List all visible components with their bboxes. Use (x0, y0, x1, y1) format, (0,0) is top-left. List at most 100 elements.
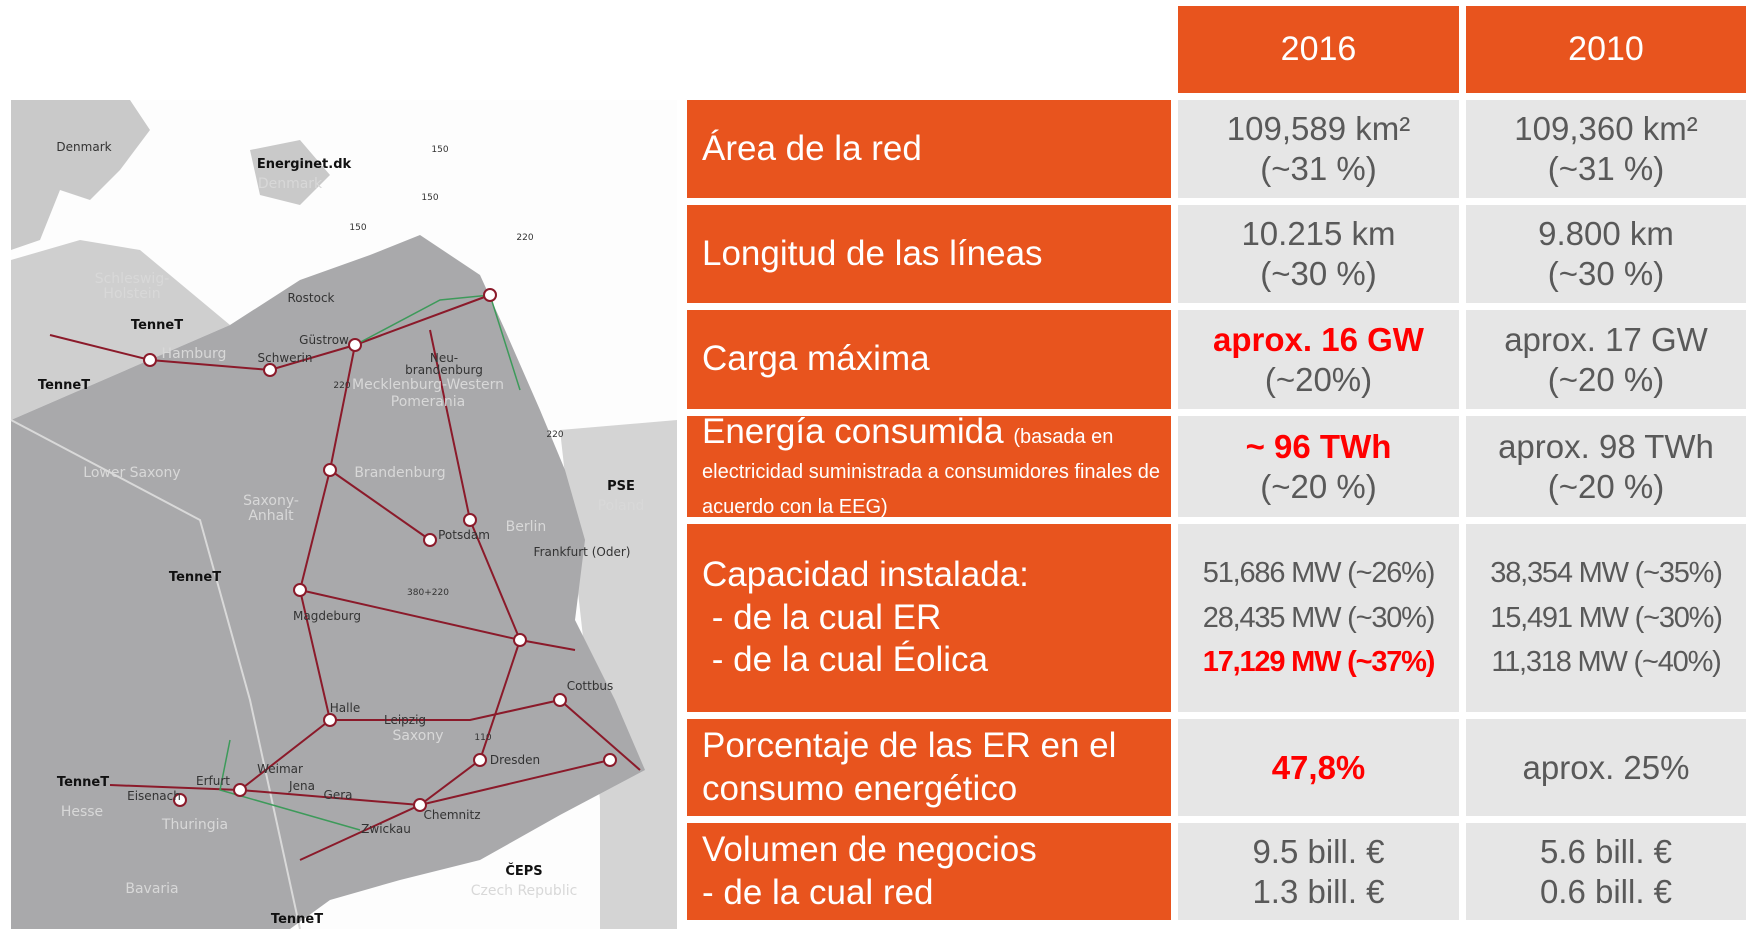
map-label: Berlin (506, 519, 547, 535)
map-label: TenneT (131, 318, 183, 333)
label-line: Energía consumida (702, 412, 1004, 451)
value-line: 1.3 bill. € (1252, 872, 1385, 910)
map-label: Jena (288, 779, 315, 793)
value-cell: ~ 96 TWh (~20 %) (1178, 416, 1459, 517)
value-line: aprox. 25% (1522, 748, 1690, 786)
map-label: 150 (349, 223, 366, 233)
value-line: 38,354 MW (~35%) (1490, 556, 1723, 589)
map-label: Brandenburg (354, 465, 445, 481)
map-label: TenneT (271, 912, 323, 927)
row-label: Energía consumida (basada en electricida… (687, 414, 1171, 519)
label-line: - de la cual ER (702, 597, 942, 637)
map-label: 110 (474, 733, 491, 743)
map-label: 220 (516, 233, 533, 243)
map-label: Zwickau (361, 822, 411, 836)
map-label: 150 (421, 193, 438, 203)
value-line: 28,435 MW (~30%) (1202, 601, 1436, 634)
grid-map: Denmark Energinet.dk Denmark Schleswig-Hols… (10, 100, 677, 929)
substations (143, 288, 617, 812)
map-label: Czech Republic (471, 883, 578, 899)
map-label: Erfurt (196, 774, 230, 788)
value-line: 11,318 MW (~40%) (1491, 646, 1721, 679)
label-line: consumo energético (702, 768, 1018, 808)
map-label: Anhalt (248, 508, 294, 524)
map-label: Dresden (490, 753, 540, 767)
value-line: 9.800 km (1538, 215, 1674, 253)
map-label: Hamburg (162, 346, 227, 362)
map-label: 220 (333, 381, 350, 391)
value-line: 109,589 km² (1226, 110, 1411, 148)
island (250, 140, 330, 205)
map-label: Denmark (56, 140, 111, 154)
value-cell: 9.5 bill. €1.3 bill. € (1178, 823, 1459, 920)
value-cell: 47,8% (1178, 719, 1459, 816)
value-line: (~31 %) (1260, 150, 1377, 187)
label-line: Área de la red (702, 128, 922, 168)
map-label: Holstein (103, 286, 160, 302)
label-note: (basada en electricidad suministrada a c… (702, 426, 1161, 518)
poland-land (560, 420, 677, 929)
row-label: Área de la red (687, 100, 1171, 198)
map-label: Hesse (61, 804, 103, 820)
map-label: Eisenach (127, 789, 181, 803)
value-line: (~30 %) (1547, 255, 1665, 292)
map-label: 150 (431, 145, 448, 155)
west-land (11, 240, 230, 420)
value-line: 17,129 MW (~37%) (1202, 646, 1436, 679)
header-cell: 2010 (1466, 6, 1746, 93)
border (10, 419, 301, 929)
map-label: Schleswig- (95, 271, 170, 287)
map-label: 380+220 (407, 588, 449, 598)
map-label: TenneT (57, 775, 109, 790)
label-line: Porcentaje de las ER en el (702, 725, 1117, 765)
map-label: Lower Saxony (83, 465, 180, 481)
map-label: Denmark (258, 176, 323, 192)
map-label: 220 (546, 430, 563, 440)
value-cell: aprox. 98 TWh (~20 %) (1466, 416, 1746, 517)
comparison-table: 2016 2010 Área de la red 109,589 km² (~31 %)… (687, 6, 1747, 920)
value-line: ~ 96 TWh (1245, 427, 1392, 465)
map-label: Weimar (257, 762, 303, 776)
row-label: Porcentaje de las ER en el consumo energé… (687, 719, 1171, 816)
value-cell: 51,686 MW (~26%) 28,435 MW (~30%) 17,129 M… (1178, 524, 1459, 712)
map-label: Cottbus (567, 679, 614, 693)
value-cell: 9.800 km (~30 %) (1466, 205, 1746, 303)
green-lines (219, 294, 521, 831)
map-label: PSE (607, 479, 635, 494)
map-label: Rostock (288, 291, 335, 305)
label-line: Capacidad instalada: (702, 554, 1029, 594)
value-cell: 109,589 km² (~31 %) (1178, 100, 1459, 198)
germany-land (11, 235, 645, 929)
map-label: Energinet.dk (257, 157, 352, 172)
map-label: Chemnitz (424, 808, 481, 822)
map-label: Thuringia (161, 817, 228, 833)
value-line: aprox. 98 TWh (1498, 427, 1714, 465)
label-with-note: Energía consumida (basada en electricida… (702, 414, 1171, 519)
value-line: 9.5 bill. € (1252, 832, 1385, 870)
map-label: TenneT (38, 378, 90, 393)
value-line: (~20 %) (1547, 360, 1665, 398)
value-line: (~20 %) (1260, 467, 1377, 505)
map-label: Halle (330, 701, 360, 715)
row-label: Longitud de las líneas (687, 205, 1171, 303)
map-label: Leipzig (384, 713, 426, 727)
value-line: (~31 %) (1547, 150, 1665, 187)
value-line: 10.215 km (1241, 215, 1396, 253)
value-line: 51,686 MW (~26%) (1202, 556, 1436, 589)
map-label: Saxony- (243, 493, 299, 509)
value-line: (~30 %) (1260, 255, 1377, 292)
label-line: Carga máxima (702, 339, 930, 379)
value-cell: 109,360 km² (~31 %) (1466, 100, 1746, 198)
value-cell: aprox. 25% (1466, 719, 1746, 816)
value-cell: 38,354 MW (~35%) 15,491 MW (~30%) 11,318 M… (1466, 524, 1746, 712)
denmark-land (11, 100, 150, 250)
map-label: TenneT (169, 570, 221, 585)
map-label: Potsdam (438, 528, 490, 542)
row-label: Capacidad instalada: - de la cual ER - d… (687, 524, 1171, 712)
row-label: Carga máxima (687, 310, 1171, 409)
label-line: Longitud de las líneas (702, 233, 1043, 273)
corner (687, 6, 1171, 93)
value-cell: 10.215 km (~30 %) (1178, 205, 1459, 303)
value-line: 109,360 km² (1514, 110, 1698, 148)
